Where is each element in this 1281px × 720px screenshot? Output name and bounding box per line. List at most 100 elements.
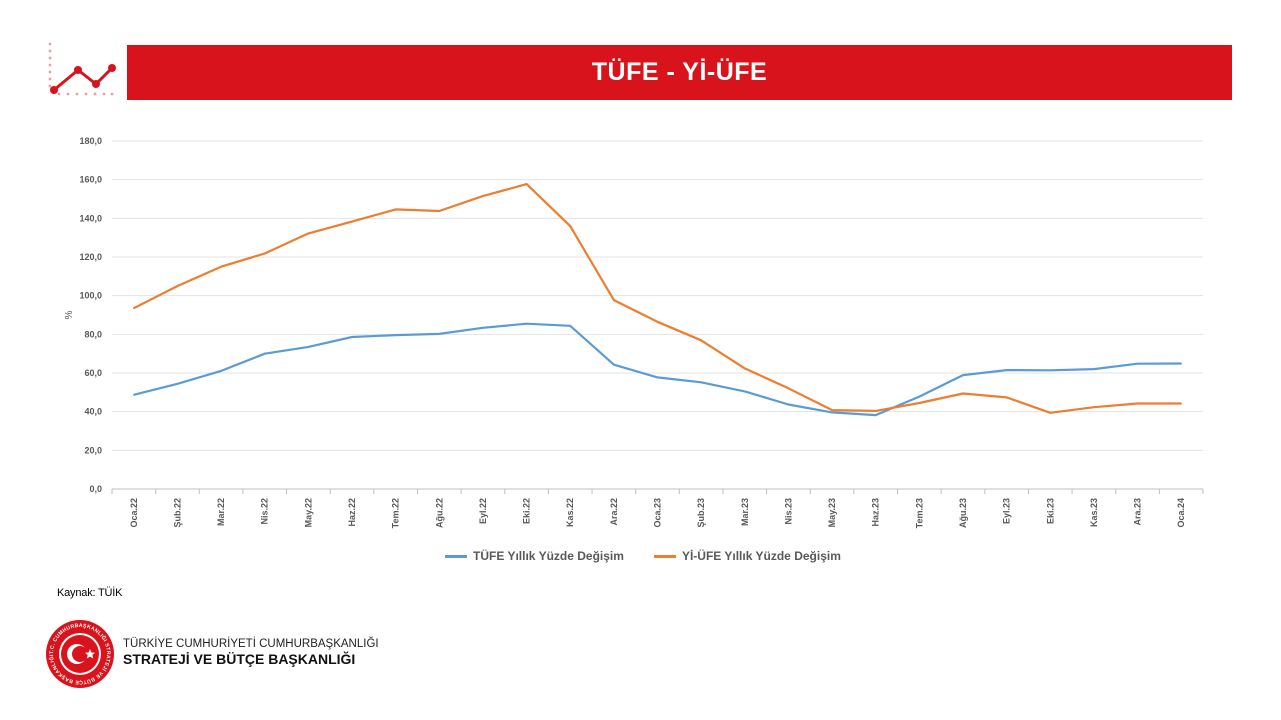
legend-item-tufe: TÜFE Yıllık Yüzde Değişim bbox=[445, 549, 624, 563]
data-point bbox=[525, 322, 528, 325]
data-point bbox=[700, 339, 702, 342]
x-tick-label: Eki.22 bbox=[522, 498, 532, 524]
data-point bbox=[1136, 402, 1139, 405]
data-point bbox=[656, 376, 659, 379]
data-point bbox=[525, 183, 528, 185]
organization-name: TÜRKİYE CUMHURİYETİ CUMHURBAŞKANLIĞI STR… bbox=[123, 637, 379, 669]
data-point bbox=[831, 411, 833, 414]
x-tick-label: Ağu.22 bbox=[434, 498, 444, 528]
data-point bbox=[874, 414, 877, 416]
data-point bbox=[700, 381, 702, 384]
data-point bbox=[613, 299, 615, 301]
x-tick-label: Ağu.23 bbox=[958, 498, 968, 528]
data-point bbox=[1049, 412, 1052, 414]
data-point bbox=[263, 252, 266, 255]
y-tick-label: 100,0 bbox=[79, 291, 102, 301]
legend-swatch-yi-ufe bbox=[653, 554, 676, 558]
data-point bbox=[220, 370, 222, 372]
chart-series bbox=[133, 183, 1182, 417]
data-point bbox=[176, 383, 179, 385]
data-point bbox=[1005, 396, 1008, 399]
data-point bbox=[307, 346, 310, 348]
data-point bbox=[613, 363, 615, 366]
data-point bbox=[438, 210, 441, 212]
x-tick-label: Mar.22 bbox=[216, 498, 226, 526]
data-point bbox=[438, 333, 441, 335]
y-tick-label: 120,0 bbox=[79, 252, 102, 262]
data-point bbox=[133, 307, 135, 310]
x-tick-label: Nis.22 bbox=[260, 498, 270, 525]
chart-grid bbox=[112, 140, 1203, 490]
x-tick-label: Oca.22 bbox=[129, 498, 139, 528]
series-line-0 bbox=[133, 322, 1182, 417]
data-point bbox=[482, 195, 484, 197]
data-point bbox=[1093, 406, 1095, 409]
data-point bbox=[263, 352, 266, 355]
legend-item-yi-ufe: Yİ-ÜFE Yıllık Yüzde Değişim bbox=[653, 549, 841, 563]
y-tick-label: 60,0 bbox=[84, 368, 102, 378]
chart-legend: TÜFE Yıllık Yüzde Değişim Yİ-ÜFE Yıllık … bbox=[445, 549, 841, 563]
y-axis-label: % bbox=[64, 310, 75, 319]
y-tick-label: 40,0 bbox=[84, 407, 102, 417]
source-note: Kaynak: TÜİK bbox=[57, 587, 123, 599]
data-point bbox=[394, 208, 397, 211]
x-tick-label: Eyl.23 bbox=[1002, 498, 1012, 524]
data-point bbox=[1005, 369, 1008, 371]
x-tick-label: Eyl.22 bbox=[478, 498, 488, 524]
x-tick-label: Eki.23 bbox=[1045, 498, 1055, 524]
data-point bbox=[351, 220, 353, 223]
data-point bbox=[569, 225, 572, 227]
legend-label-tufe: TÜFE Yıllık Yüzde Değişim bbox=[473, 549, 624, 563]
data-point bbox=[1180, 402, 1182, 405]
data-point bbox=[918, 395, 921, 398]
data-point bbox=[1049, 369, 1052, 372]
data-point bbox=[133, 394, 135, 396]
data-point bbox=[351, 336, 353, 338]
data-point bbox=[743, 367, 746, 370]
data-point bbox=[918, 402, 921, 404]
x-tick-label: Ara.23 bbox=[1133, 498, 1143, 526]
x-tick-label: Oca.23 bbox=[653, 498, 663, 528]
x-tick-label: Ara.22 bbox=[609, 498, 619, 526]
x-tick-label: Şub.22 bbox=[172, 498, 182, 528]
x-tick-label: Tem.22 bbox=[391, 498, 401, 528]
data-point bbox=[307, 232, 310, 235]
data-point bbox=[1180, 362, 1182, 365]
title-bar: TÜFE - Yİ-ÜFE bbox=[127, 45, 1232, 100]
data-point bbox=[743, 390, 746, 393]
data-point bbox=[874, 410, 877, 412]
y-tick-label: 160,0 bbox=[79, 175, 102, 185]
x-tick-label: Şub.23 bbox=[696, 498, 706, 528]
org-line-2: STRATEJİ VE BÜTÇE BAŞKANLIĞI bbox=[123, 651, 356, 668]
x-tick-label: Mar.23 bbox=[740, 498, 750, 526]
x-tick-label: May.23 bbox=[827, 498, 837, 527]
data-point bbox=[962, 392, 964, 395]
data-point bbox=[656, 320, 659, 323]
y-tick-label: 20,0 bbox=[84, 445, 102, 455]
data-point bbox=[787, 403, 790, 406]
legend-swatch-tufe bbox=[445, 554, 467, 558]
page-title: TÜFE - Yİ-ÜFE bbox=[591, 58, 768, 86]
data-point bbox=[962, 374, 964, 376]
data-point bbox=[176, 285, 179, 287]
legend-label-yi-ufe: Yİ-ÜFE Yıllık Yüzde Değişim bbox=[681, 549, 841, 563]
x-tick-label: May.22 bbox=[303, 498, 313, 527]
x-tick-label: Oca.24 bbox=[1176, 498, 1186, 528]
data-point bbox=[220, 265, 222, 268]
x-tick-label: Haz.23 bbox=[871, 498, 881, 527]
y-tick-label: 0,0 bbox=[89, 484, 102, 494]
x-tick-label: Tem.23 bbox=[914, 498, 924, 528]
y-tick-label: 180,0 bbox=[79, 136, 102, 146]
x-tick-label: Nis.23 bbox=[783, 498, 793, 525]
data-point bbox=[1093, 368, 1095, 370]
data-point bbox=[482, 326, 484, 329]
x-tick-label: Kas.22 bbox=[565, 498, 575, 527]
y-tick-label: 80,0 bbox=[84, 329, 102, 339]
data-point bbox=[831, 409, 833, 411]
org-line-1: TÜRKİYE CUMHURİYETİ CUMHURBAŞKANLIĞI bbox=[123, 638, 379, 650]
data-point bbox=[569, 325, 572, 327]
data-point bbox=[394, 334, 397, 336]
data-point bbox=[1136, 362, 1139, 365]
data-point bbox=[787, 387, 790, 390]
